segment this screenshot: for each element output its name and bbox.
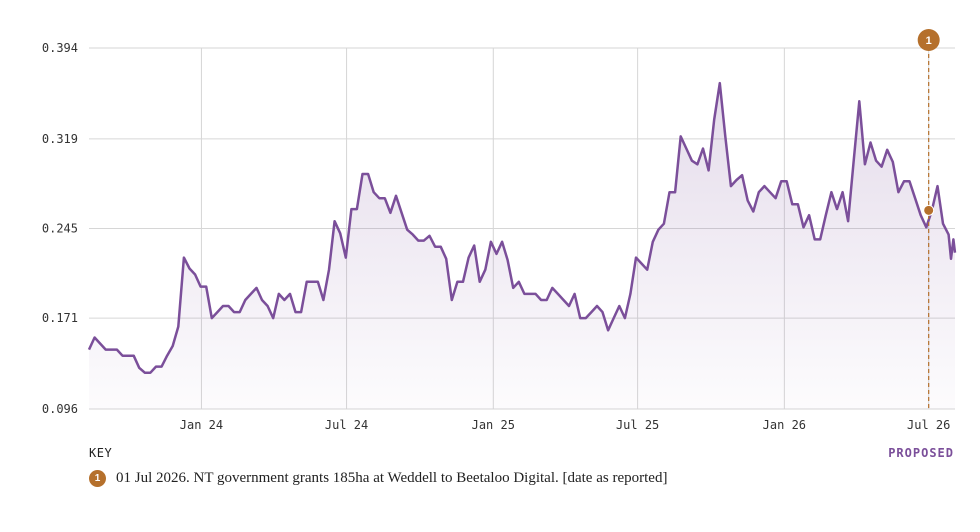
x-tick-label: Jul 26 xyxy=(907,418,950,432)
y-tick-label: 0.096 xyxy=(42,402,78,416)
annotation-badge: 1 xyxy=(89,469,106,487)
annotation-marker xyxy=(917,29,940,51)
y-tick-label: 0.171 xyxy=(42,311,78,325)
key-title: KEY xyxy=(89,446,113,460)
series-line xyxy=(87,81,957,374)
x-tick-label: Jan 26 xyxy=(763,418,806,432)
series-area xyxy=(89,83,955,409)
y-tick-label: 0.394 xyxy=(42,41,78,55)
y-tick-label: 0.319 xyxy=(42,132,78,146)
annotation-point xyxy=(923,204,935,216)
price-chart: 0.096 0.171 0.245 0.319 0.394 Jan 24 Jul 24 Jan… xyxy=(42,29,957,432)
key-item: 1 01 Jul 2026. NT government grants 185h… xyxy=(89,468,667,488)
x-tick-label: Jan 25 xyxy=(472,418,515,432)
status-label: PROPOSED xyxy=(888,446,954,460)
x-tick-label: Jul 24 xyxy=(325,418,368,432)
y-tick-label: 0.245 xyxy=(42,222,78,236)
annotation-text: 01 Jul 2026. NT government grants 185ha … xyxy=(116,469,668,486)
x-tick-label: Jan 24 xyxy=(180,418,223,432)
x-tick-label: Jul 25 xyxy=(616,418,659,432)
annotation-marker-label: 1 xyxy=(926,35,932,47)
